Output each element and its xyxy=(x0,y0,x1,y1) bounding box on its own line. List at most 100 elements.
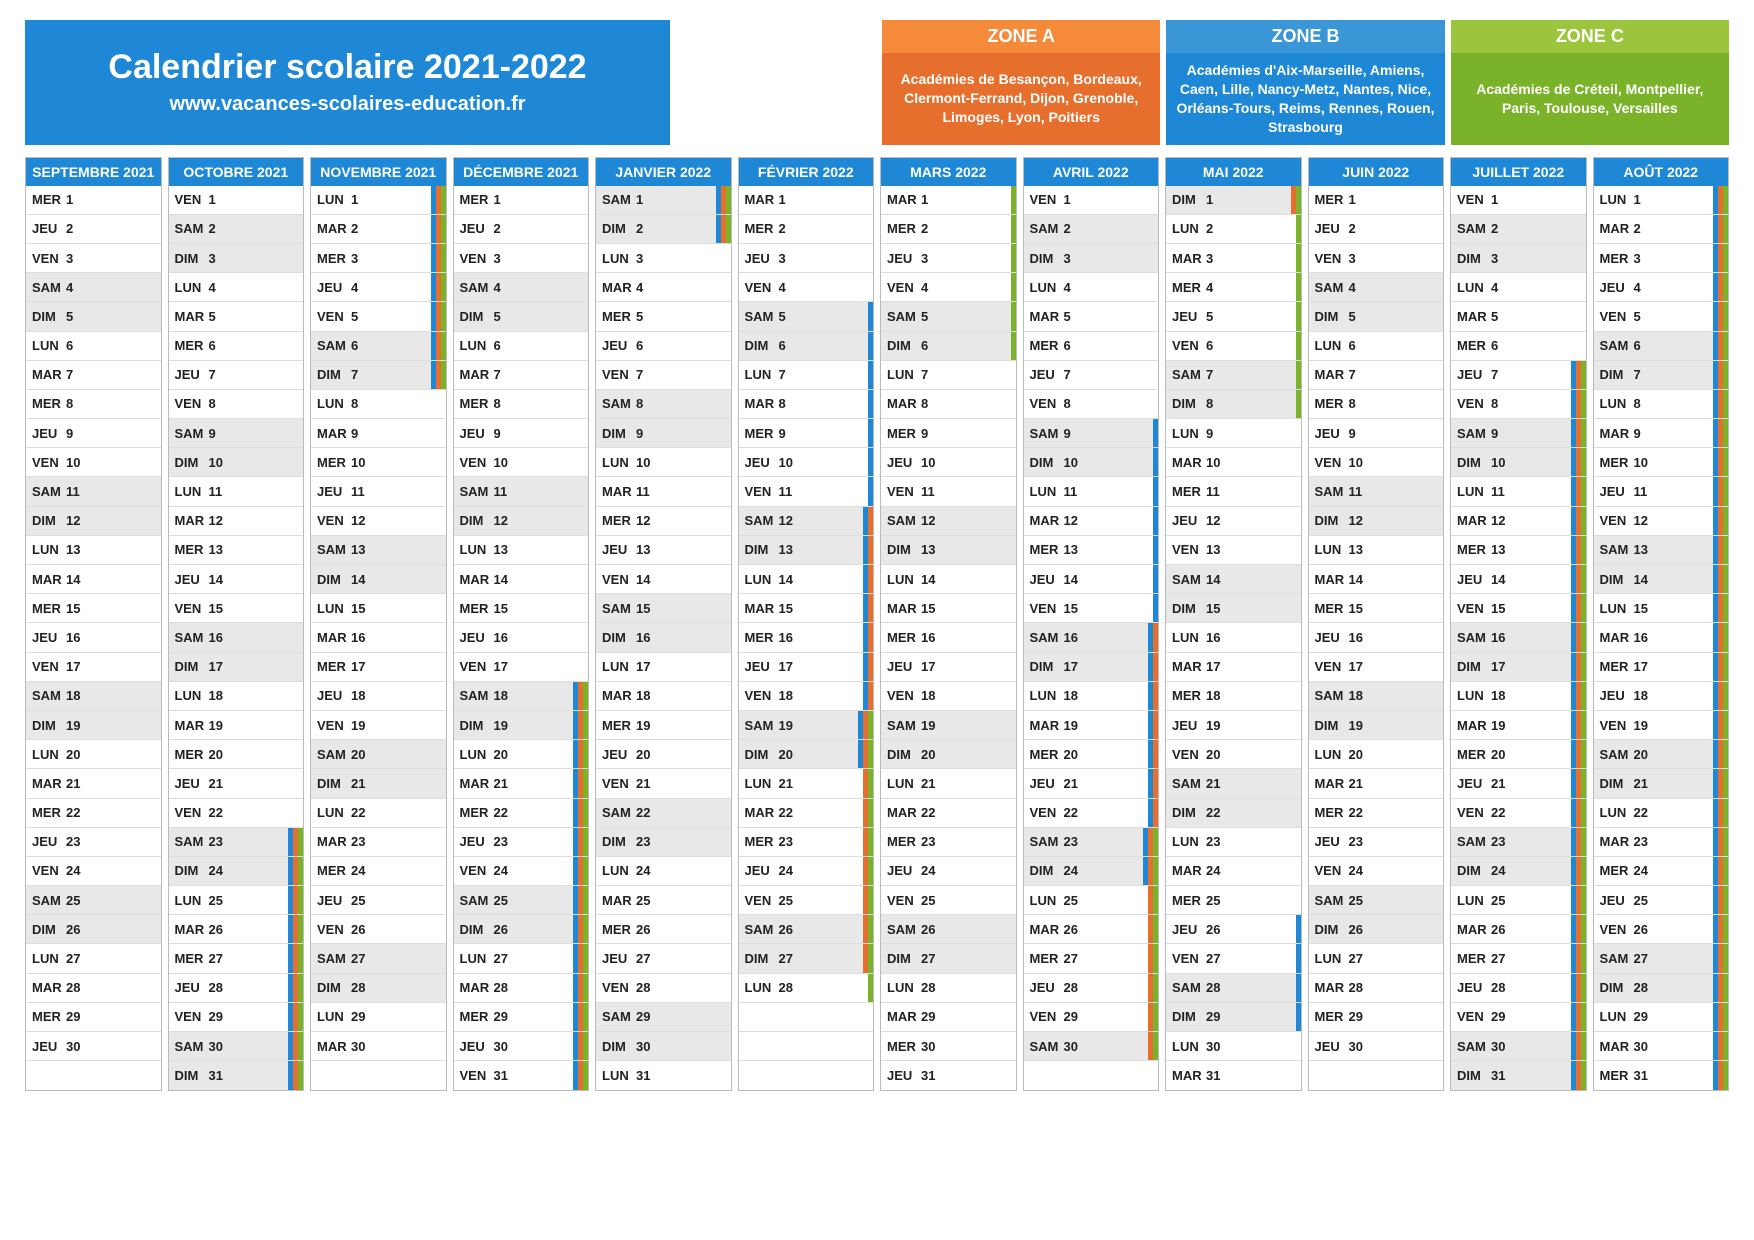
day-number: 11 xyxy=(636,484,650,499)
holiday-stripes xyxy=(868,419,873,447)
day-weekday: LUN xyxy=(1457,893,1491,908)
day-number: 30 xyxy=(494,1039,508,1054)
holiday-stripe-c xyxy=(1581,886,1586,914)
day-number: 4 xyxy=(1349,280,1356,295)
holiday-stripes xyxy=(1571,594,1586,622)
day-weekday: JEU xyxy=(887,863,921,878)
day-number: 11 xyxy=(1491,484,1505,499)
day-weekday: LUN xyxy=(175,893,209,908)
day-cell: LUN4 xyxy=(1451,273,1586,302)
holiday-stripe-c xyxy=(1011,273,1016,301)
holiday-stripe-c xyxy=(298,857,303,885)
day-number: 28 xyxy=(1206,980,1220,995)
day-number: 23 xyxy=(636,834,650,849)
day-cell: SAM4 xyxy=(26,273,161,302)
day-number: 31 xyxy=(1491,1068,1505,1083)
day-number: 3 xyxy=(1491,251,1498,266)
holiday-stripes xyxy=(1148,1003,1158,1031)
day-number: 14 xyxy=(1206,572,1220,587)
day-cell: JEU16 xyxy=(454,623,589,652)
day-weekday: LUN xyxy=(1030,280,1064,295)
day-weekday: LUN xyxy=(602,251,636,266)
day-number: 15 xyxy=(209,601,223,616)
day-number: 6 xyxy=(1634,338,1641,353)
month-header: OCTOBRE 2021 xyxy=(169,158,304,186)
day-number: 16 xyxy=(1064,630,1078,645)
holiday-stripes xyxy=(863,594,873,622)
day-cell: SAM16 xyxy=(169,623,304,652)
day-weekday: MER xyxy=(745,834,779,849)
day-cell: VEN24 xyxy=(26,857,161,886)
day-cell: MAR14 xyxy=(454,565,589,594)
day-number: 6 xyxy=(1206,338,1213,353)
holiday-stripes xyxy=(1291,186,1301,214)
holiday-stripes xyxy=(1148,1032,1158,1060)
day-weekday: SAM xyxy=(460,484,494,499)
day-weekday: SAM xyxy=(1030,834,1064,849)
holiday-stripe-c xyxy=(1011,244,1016,272)
zone-academies: Académies d'Aix-Marseille, Amiens, Caen,… xyxy=(1166,53,1444,145)
day-weekday: SAM xyxy=(1030,426,1064,441)
day-number: 13 xyxy=(921,542,935,557)
day-weekday: VEN xyxy=(175,805,209,820)
day-cell: SAM21 xyxy=(1166,769,1301,798)
day-number: 15 xyxy=(1349,601,1363,616)
day-cell: VEN24 xyxy=(454,857,589,886)
holiday-stripes xyxy=(1713,565,1728,593)
day-weekday: SAM xyxy=(745,309,779,324)
day-number: 6 xyxy=(1064,338,1071,353)
day-cell: MER6 xyxy=(1024,332,1159,361)
holiday-stripes xyxy=(716,186,731,214)
day-weekday: SAM xyxy=(317,542,351,557)
day-weekday: DIM xyxy=(1030,659,1064,674)
day-cell: MER15 xyxy=(454,594,589,623)
day-number: 20 xyxy=(1064,747,1078,762)
day-weekday: DIM xyxy=(887,951,921,966)
day-cell: JEU28 xyxy=(1451,974,1586,1003)
day-cell: MAR14 xyxy=(26,565,161,594)
day-cell: DIM21 xyxy=(311,769,446,798)
day-weekday: MER xyxy=(32,601,66,616)
holiday-stripes xyxy=(1571,974,1586,1002)
day-cell: DIM28 xyxy=(311,974,446,1003)
day-cell: JEU12 xyxy=(1166,507,1301,536)
day-weekday: VEN xyxy=(175,1009,209,1024)
day-cell: JEU14 xyxy=(169,565,304,594)
holiday-stripe-c xyxy=(1723,273,1728,301)
holiday-stripe-a xyxy=(868,565,873,593)
day-number: 11 xyxy=(1634,484,1648,499)
day-weekday: DIM xyxy=(1172,396,1206,411)
day-number: 2 xyxy=(494,221,501,236)
day-cell: LUN10 xyxy=(596,448,731,477)
day-number: 5 xyxy=(1206,309,1213,324)
day-number: 29 xyxy=(66,1009,80,1024)
day-cell: DIM13 xyxy=(881,536,1016,565)
day-number: 12 xyxy=(1491,513,1505,528)
day-cell: VEN8 xyxy=(1451,390,1586,419)
holiday-stripes xyxy=(1153,477,1158,505)
day-cell: MER1 xyxy=(1309,186,1444,215)
holiday-stripe-c xyxy=(1723,332,1728,360)
day-number: 1 xyxy=(494,192,501,207)
day-cell: LUN20 xyxy=(1309,740,1444,769)
holiday-stripes xyxy=(868,448,873,476)
day-weekday: MER xyxy=(745,630,779,645)
holiday-stripe-c xyxy=(1723,1032,1728,1060)
day-number: 9 xyxy=(636,426,643,441)
day-weekday: DIM xyxy=(1172,805,1206,820)
day-cell: JEU10 xyxy=(881,448,1016,477)
header-spacer xyxy=(676,20,876,145)
day-number: 8 xyxy=(1206,396,1213,411)
day-cell: JEU28 xyxy=(169,974,304,1003)
day-weekday: DIM xyxy=(460,513,494,528)
day-cell: DIM7 xyxy=(1594,361,1729,390)
day-cell: DIM5 xyxy=(454,302,589,331)
holiday-stripe-c xyxy=(583,857,588,885)
holiday-stripe-c xyxy=(298,1061,303,1090)
holiday-stripe-c xyxy=(1011,332,1016,360)
holiday-stripe-c xyxy=(441,186,446,214)
holiday-stripe-c xyxy=(583,1061,588,1090)
day-weekday: VEN xyxy=(745,893,779,908)
day-cell: MAR28 xyxy=(26,974,161,1003)
day-weekday: MER xyxy=(887,221,921,236)
